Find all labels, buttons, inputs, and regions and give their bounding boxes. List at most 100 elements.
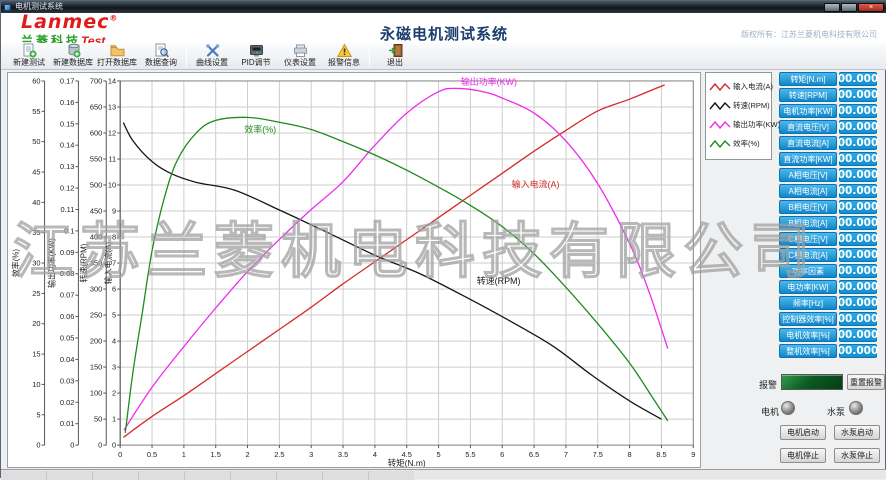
readout-row: 控制器效率[%] 00.000: [779, 312, 879, 326]
readout-row: B相电流[A] 00.000: [779, 216, 879, 230]
readout-panel: 转矩[N.m] 00.000 转速[RPM] 00.000 电机功率[KW] 00.000…: [779, 72, 879, 360]
svg-text:350: 350: [90, 259, 102, 268]
svg-text:0.02: 0.02: [60, 398, 75, 407]
svg-text:200: 200: [90, 337, 102, 346]
toolbar-button-exit[interactable]: 退出: [373, 44, 417, 69]
svg-text:3.5: 3.5: [338, 450, 348, 459]
readout-value: 00.000: [837, 104, 879, 118]
svg-text:10: 10: [32, 380, 40, 389]
svg-text:3: 3: [309, 450, 313, 459]
motor-indicator-label: 电机: [761, 407, 780, 417]
readout-value: 00.000: [837, 136, 879, 150]
legend-item: 输入电流(A): [709, 77, 773, 96]
readout-row: 直流电压[V] 00.000: [779, 120, 879, 134]
readout-row: B相电压[V] 00.000: [779, 200, 879, 214]
readout-label: 直流电流[A]: [779, 136, 837, 150]
svg-text:0.04: 0.04: [60, 355, 75, 364]
readout-label: B相电压[V]: [779, 200, 837, 214]
alarm-label: 报警: [759, 380, 778, 390]
toolbar-button-label: 数据查询: [145, 57, 177, 67]
svg-text:1: 1: [112, 415, 116, 424]
logo-wordmark: Lanmec®: [21, 11, 119, 33]
svg-text:45: 45: [32, 167, 40, 176]
meter-icon: [293, 44, 308, 58]
readout-label: B相电流[A]: [779, 216, 837, 230]
minimize-button[interactable]: [824, 2, 840, 12]
readout-label: 频率[Hz]: [779, 296, 837, 310]
svg-text:7.5: 7.5: [593, 450, 603, 459]
svg-text:0.06: 0.06: [60, 312, 75, 321]
motor-stop-button[interactable]: 电机停止: [780, 448, 826, 463]
legend-line-swatch: [709, 139, 731, 148]
chart-legend: 输入电流(A) 转速(RPM) 输出功率(KW) 效率(%): [705, 72, 780, 160]
toolbar-button-label: PID调节: [241, 57, 271, 67]
toolbar-button-open-db[interactable]: 打开数据库: [95, 44, 139, 69]
readout-label: 整机效率[%]: [779, 344, 837, 358]
maximize-button[interactable]: [841, 2, 857, 12]
bottom-bar-segments: [1, 471, 414, 480]
svg-text:5: 5: [112, 311, 116, 320]
toolbar-button-curve[interactable]: 曲线设置: [190, 44, 234, 69]
svg-text:0: 0: [112, 441, 116, 450]
legend-label: 转速(RPM): [733, 101, 770, 110]
reset-alarm-button[interactable]: 重置报警: [847, 374, 885, 390]
readout-row: C相电流[A] 00.000: [779, 248, 879, 262]
readout-value: 00.000: [837, 88, 879, 102]
readout-row: 整机效率[%] 00.000: [779, 344, 879, 358]
readout-label: 功率因素: [779, 264, 837, 278]
toolbar-button-new-test[interactable]: 新建测试: [7, 43, 51, 69]
svg-text:1.5: 1.5: [211, 450, 221, 459]
legend-item: 输出功率(KW): [709, 115, 780, 134]
toolbar-button-new-db[interactable]: 新建数据库: [51, 43, 95, 69]
svg-text:13: 13: [108, 102, 116, 111]
readout-row: 转矩[N.m] 00.000: [779, 72, 879, 86]
pump-stop-button[interactable]: 水泵停止: [834, 448, 880, 463]
svg-text:5: 5: [36, 410, 40, 419]
series-curve-2: [122, 122, 662, 420]
toolbar-button-pid[interactable]: PID调节: [234, 44, 278, 69]
page-title: 永磁电机测试系统: [379, 26, 509, 43]
svg-text:0.09: 0.09: [60, 248, 75, 257]
svg-text:550: 550: [90, 154, 102, 163]
toolbar-button-alarm[interactable]: 报警信息: [322, 43, 366, 69]
readout-row: 功率因素 00.000: [779, 264, 879, 278]
svg-text:0.5: 0.5: [147, 450, 157, 459]
pump-start-button[interactable]: 水泵启动: [834, 425, 880, 440]
readout-value: 00.000: [837, 120, 879, 134]
motor-start-button[interactable]: 电机启动: [780, 425, 826, 440]
svg-text:9: 9: [112, 207, 116, 216]
readout-row: 电功率[KW] 00.000: [779, 280, 879, 294]
y-axis-title: 转速(RPM): [78, 243, 88, 282]
legend-item: 效率(%): [709, 134, 768, 153]
legend-label: 输入电流(A): [733, 82, 773, 91]
svg-text:60: 60: [32, 76, 40, 85]
readout-row: 电机效率[%] 00.000: [779, 328, 879, 342]
toolbar-button-label: 仪表设置: [284, 57, 316, 67]
toolbar-button-label: 打开数据库: [97, 57, 137, 67]
legend-line-swatch: [709, 82, 731, 91]
svg-text:9: 9: [691, 450, 695, 459]
readout-row: C相电压[V] 00.000: [779, 232, 879, 246]
readout-label: C相电流[A]: [779, 248, 837, 262]
series-curve-3: [123, 87, 669, 431]
svg-text:40: 40: [32, 198, 40, 207]
legend-label: 效率(%): [733, 139, 760, 148]
motor-led: [781, 401, 795, 415]
toolbar-button-meter[interactable]: 仪表设置: [278, 44, 322, 69]
close-button[interactable]: ×: [858, 2, 884, 12]
readout-label: C相电压[V]: [779, 232, 837, 246]
series-curve-1: [122, 84, 665, 438]
readout-value: 00.000: [837, 296, 879, 310]
readout-value: 00.000: [837, 280, 879, 294]
y-axis-title: 输入电流(A): [103, 242, 113, 285]
open-db-icon: [110, 44, 125, 58]
svg-text:0.15: 0.15: [60, 119, 75, 128]
series-inline-label: 转速(RPM): [477, 275, 521, 286]
svg-text:15: 15: [32, 350, 40, 359]
svg-text:6: 6: [112, 285, 116, 294]
readout-value: 00.000: [837, 168, 879, 182]
series-inline-label: 输出功率(KW): [461, 76, 517, 87]
toolbar-button-label: 曲线设置: [196, 57, 228, 67]
toolbar-button-query[interactable]: 数据查询: [139, 43, 183, 69]
svg-text:4.5: 4.5: [402, 450, 412, 459]
